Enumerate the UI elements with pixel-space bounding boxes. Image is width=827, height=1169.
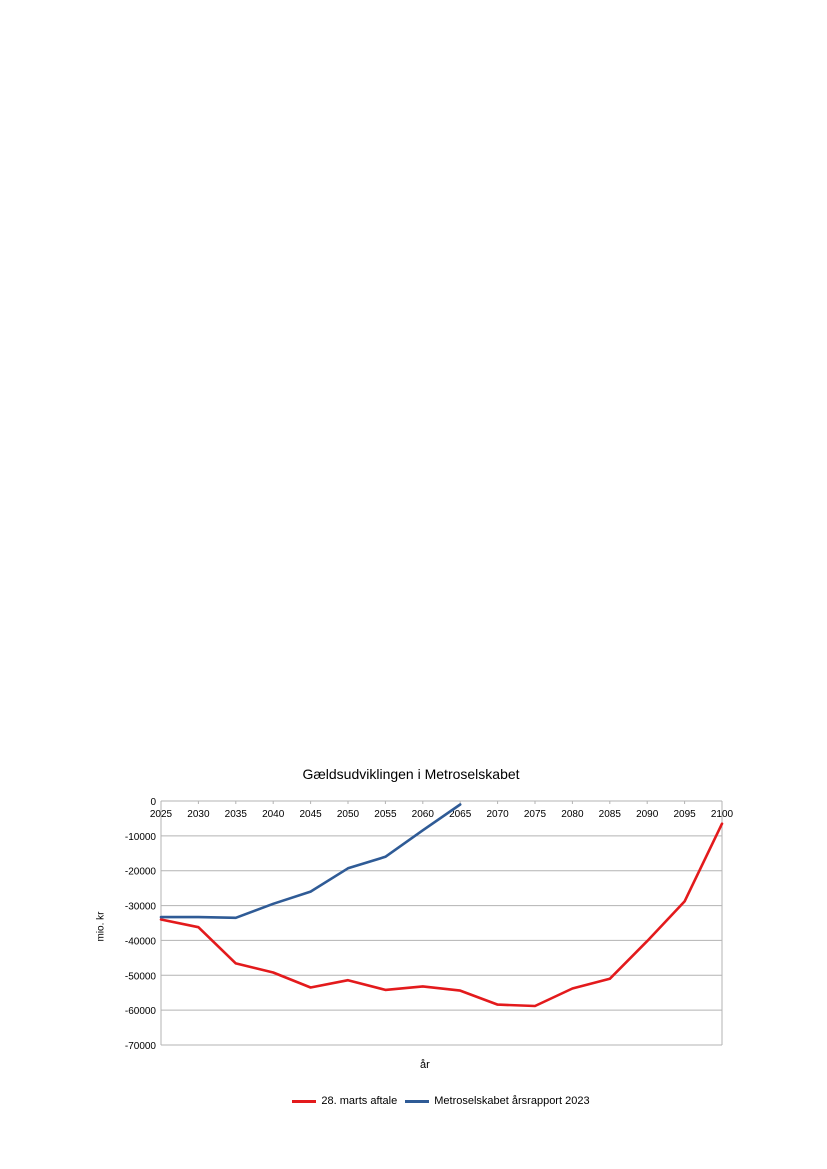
x-tick-label: 2090 — [636, 809, 659, 820]
x-tick-labels: 2025 2030 2035 2040 2045 2050 2055 2060 2065 2070… — [150, 801, 734, 820]
y-tick-label: 0 — [150, 797, 156, 808]
legend-item: 28. marts aftale — [292, 1095, 397, 1107]
x-tick-label: 2100 — [711, 809, 734, 820]
legend-label-series-1: 28. marts aftale — [321, 1095, 398, 1107]
y-tick-labels: 0 -10000 -20000 -30000 -40000 -50000 -60000 -70… — [125, 797, 157, 1052]
x-tick-label: 2030 — [187, 809, 210, 820]
x-tick-label: 2095 — [673, 809, 696, 820]
x-tick-label: 2050 — [337, 809, 360, 820]
x-tick-label: 2035 — [225, 809, 248, 820]
chart-title: Gældsudviklingen i Metroselskabet — [302, 766, 520, 782]
legend-swatch-series-1 — [292, 1099, 317, 1103]
x-tick-label: 2065 — [449, 809, 472, 820]
x-tick-label: 2045 — [299, 809, 322, 820]
y-tick-label: -30000 — [125, 902, 157, 913]
y-tick-label: -50000 — [125, 971, 157, 982]
legend-item: Metroselskabet årsrapport 2023 — [405, 1095, 590, 1107]
series-line-2 — [159, 803, 462, 920]
legend-label-series-2: Metroselskabet årsrapport 2023 — [434, 1095, 590, 1107]
legend: 28. marts aftale Metroselskabet årsrappo… — [160, 1095, 722, 1107]
y-tick-label: -60000 — [125, 1006, 157, 1017]
y-tick-label: -70000 — [125, 1041, 157, 1052]
x-tick-label: 2055 — [374, 809, 397, 820]
y-tick-label: -10000 — [125, 832, 157, 843]
x-tick-label: 2040 — [262, 809, 285, 820]
y-tick-label: -20000 — [125, 867, 157, 878]
gridlines — [160, 800, 723, 1046]
series-lines — [159, 803, 724, 1008]
x-axis-title: år — [420, 1059, 430, 1071]
series-line-1 — [159, 822, 724, 1008]
y-tick-label: -40000 — [125, 936, 157, 947]
legend-swatch-series-2 — [405, 1099, 430, 1103]
x-tick-label: 2085 — [599, 809, 622, 820]
x-tick-label: 2060 — [412, 809, 435, 820]
x-tick-label: 2025 — [150, 809, 173, 820]
x-tick-label: 2075 — [524, 809, 547, 820]
x-tick-label: 2080 — [561, 809, 584, 820]
x-tick-label: 2070 — [486, 809, 509, 820]
